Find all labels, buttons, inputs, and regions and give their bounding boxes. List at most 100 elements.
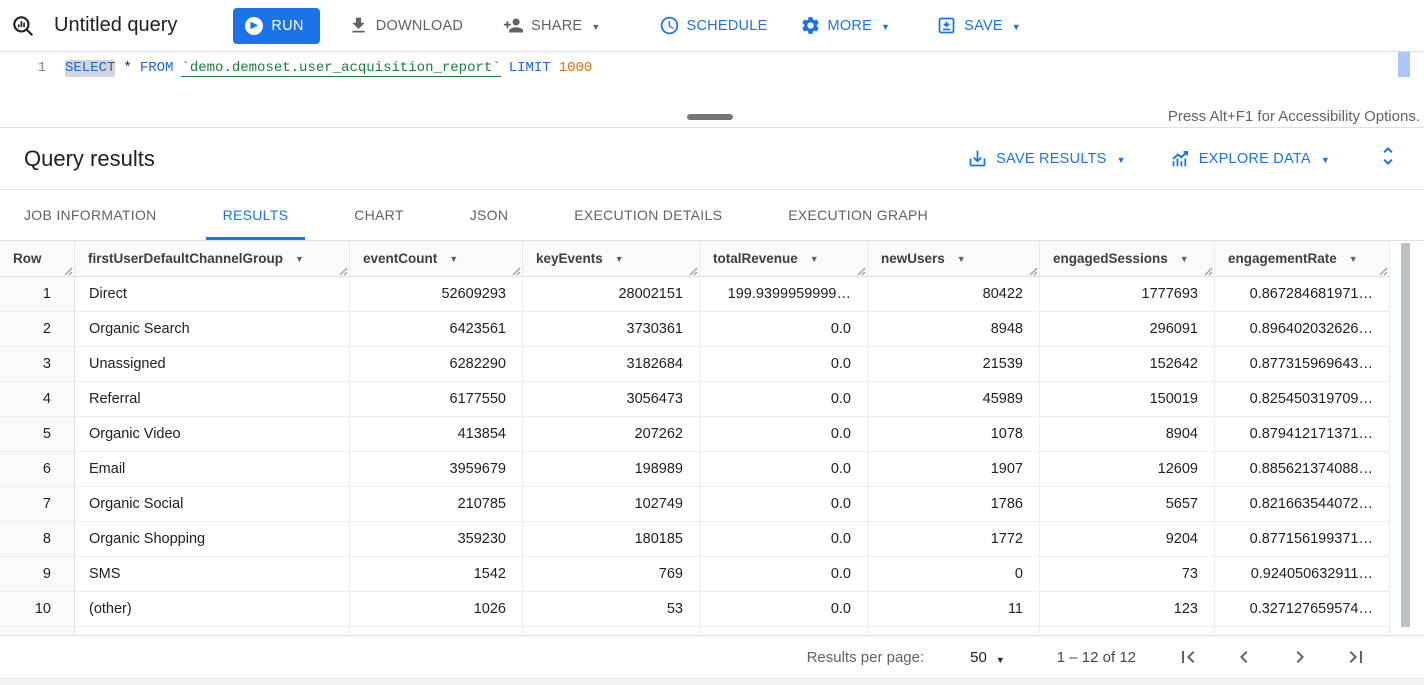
table-horizontal-scrollbar[interactable]: [0, 678, 1424, 685]
table-cell[interactable]: 0.0: [700, 487, 868, 522]
download-button[interactable]: DOWNLOAD: [348, 15, 463, 36]
run-button[interactable]: ▶ RUN: [233, 7, 320, 44]
table-cell[interactable]: 12609: [1040, 452, 1215, 487]
table-cell[interactable]: 52609293: [350, 277, 523, 312]
table-cell[interactable]: 73: [1040, 557, 1215, 592]
table-cell[interactable]: 413854: [350, 417, 523, 452]
column-resize-handle[interactable]: [687, 264, 698, 276]
table-cell[interactable]: 150019: [1040, 382, 1215, 417]
column-resize-handle[interactable]: [1027, 264, 1038, 276]
table-cell[interactable]: Direct: [75, 277, 350, 312]
column-resize-handle[interactable]: [1377, 264, 1388, 276]
editor-vertical-scrollbar[interactable]: [1398, 52, 1410, 77]
table-cell[interactable]: 198989: [523, 452, 700, 487]
schedule-button[interactable]: SCHEDULE: [659, 15, 768, 36]
table-cell[interactable]: Unassigned: [75, 347, 350, 382]
table-cell[interactable]: Organic Social: [75, 487, 350, 522]
table-cell[interactable]: 123: [1040, 592, 1215, 627]
column-header-eventcount[interactable]: eventCount ▼: [350, 241, 523, 276]
column-resize-handle[interactable]: [337, 264, 348, 276]
table-cell[interactable]: 0.0: [700, 382, 868, 417]
column-menu-icon[interactable]: ▼: [809, 253, 819, 264]
table-cell[interactable]: Referral: [75, 382, 350, 417]
table-cell[interactable]: SMS: [75, 557, 350, 592]
table-cell[interactable]: 3182684: [523, 347, 700, 382]
tab-json[interactable]: JSON: [469, 207, 509, 223]
table-cell[interactable]: 152642: [1040, 347, 1215, 382]
table-cell[interactable]: 3056473: [523, 382, 700, 417]
table-cell[interactable]: 134: [523, 627, 700, 635]
tab-job-information[interactable]: JOB INFORMATION: [24, 207, 157, 223]
table-cell[interactable]: 0.877156199371…: [1215, 522, 1390, 557]
first-page-button[interactable]: [1176, 645, 1200, 669]
tab-chart[interactable]: CHART: [354, 207, 404, 223]
page-size-select[interactable]: 50 ▼: [970, 649, 1005, 666]
table-cell[interactable]: 0.0: [700, 522, 868, 557]
table-cell[interactable]: 28002151: [523, 277, 700, 312]
table-cell[interactable]: 0.867284681971…: [1215, 277, 1390, 312]
table-cell[interactable]: 0.327127659574…: [1215, 592, 1390, 627]
save-results-button[interactable]: SAVE RESULTS ▼: [967, 148, 1126, 169]
column-header-engagementrate[interactable]: engagementRate ▼: [1215, 241, 1390, 276]
next-page-button[interactable]: [1288, 645, 1312, 669]
table-cell[interactable]: 1786: [868, 487, 1040, 522]
save-button[interactable]: SAVE ▼: [936, 15, 1021, 36]
table-cell[interactable]: 0.896402032626…: [1215, 312, 1390, 347]
table-cell[interactable]: 6282290: [350, 347, 523, 382]
table-cell[interactable]: 6423561: [350, 312, 523, 347]
column-header-totalrevenue[interactable]: totalRevenue ▼: [700, 241, 868, 276]
table-cell[interactable]: Paid Social: [75, 627, 350, 635]
table-cell[interactable]: 4: [1040, 627, 1215, 635]
column-resize-handle[interactable]: [1202, 264, 1213, 276]
table-cell[interactable]: 1026: [350, 592, 523, 627]
table-cell[interactable]: 0.825450319709…: [1215, 382, 1390, 417]
table-cell[interactable]: Organic Search: [75, 312, 350, 347]
table-vertical-scrollbar[interactable]: [1401, 243, 1410, 627]
tab-execution-details[interactable]: EXECUTION DETAILS: [574, 207, 723, 223]
splitter-handle[interactable]: [687, 114, 733, 120]
table-cell[interactable]: 0.877315969643…: [1215, 347, 1390, 382]
table-cell[interactable]: 11: [868, 592, 1040, 627]
table-cell[interactable]: 1078: [868, 417, 1040, 452]
table-cell[interactable]: 337: [350, 627, 523, 635]
table-cell[interactable]: 0.0: [700, 347, 868, 382]
column-resize-handle[interactable]: [855, 264, 866, 276]
column-menu-icon[interactable]: ▼: [614, 253, 624, 264]
table-cell[interactable]: 8904: [1040, 417, 1215, 452]
column-menu-icon[interactable]: ▼: [956, 253, 966, 264]
table-cell[interactable]: 296091: [1040, 312, 1215, 347]
table-cell[interactable]: Organic Shopping: [75, 522, 350, 557]
column-menu-icon[interactable]: ▼: [449, 253, 459, 264]
table-cell[interactable]: 0.0: [700, 627, 868, 635]
table-cell[interactable]: 3730361: [523, 312, 700, 347]
tab-execution-graph[interactable]: EXECUTION GRAPH: [788, 207, 929, 223]
table-cell[interactable]: Email: [75, 452, 350, 487]
column-menu-icon[interactable]: ▼: [1348, 253, 1358, 264]
table-cell[interactable]: 0.885621374088…: [1215, 452, 1390, 487]
table-cell[interactable]: 45989: [868, 382, 1040, 417]
table-cell[interactable]: 0.0: [700, 452, 868, 487]
sql-editor[interactable]: 1 SELECT * FROM `demo.demoset.user_acquisit…: [0, 52, 1424, 105]
table-cell[interactable]: 207262: [523, 417, 700, 452]
last-page-button[interactable]: [1344, 645, 1368, 669]
prev-page-button[interactable]: [1232, 645, 1256, 669]
column-header-engagedsessions[interactable]: engagedSessions ▼: [1040, 241, 1215, 276]
table-cell[interactable]: 1777693: [1040, 277, 1215, 312]
column-menu-icon[interactable]: ▼: [1179, 253, 1189, 264]
table-cell[interactable]: 0.0: [700, 557, 868, 592]
table-cell[interactable]: 769: [523, 557, 700, 592]
table-cell[interactable]: 210785: [350, 487, 523, 522]
table-cell[interactable]: 0.879412171371…: [1215, 417, 1390, 452]
table-cell[interactable]: 359230: [350, 522, 523, 557]
column-resize-handle[interactable]: [510, 264, 521, 276]
table-cell[interactable]: 1542: [350, 557, 523, 592]
table-cell[interactable]: 0.0: [700, 312, 868, 347]
table-cell[interactable]: 102749: [523, 487, 700, 522]
table-cell[interactable]: 8948: [868, 312, 1040, 347]
sql-table-reference-link[interactable]: `demo.demoset.user_acquisition_report`: [181, 60, 501, 77]
table-cell[interactable]: 6177550: [350, 382, 523, 417]
table-cell[interactable]: 5657: [1040, 487, 1215, 522]
table-cell[interactable]: 0: [868, 557, 1040, 592]
table-cell[interactable]: 21539: [868, 347, 1040, 382]
column-menu-icon[interactable]: ▼: [295, 253, 304, 264]
